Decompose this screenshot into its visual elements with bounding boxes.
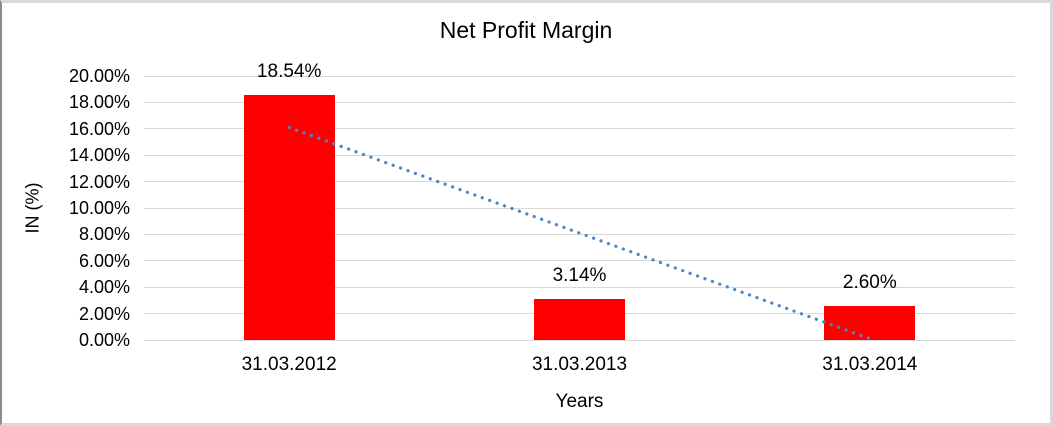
y-tick-label: 14.00% <box>68 145 130 166</box>
y-tick-label: 4.00% <box>78 277 130 298</box>
y-tick-label: 10.00% <box>68 198 130 218</box>
x-axis-title: Years <box>555 391 604 412</box>
x-tick-label: 31.03.2013 <box>531 354 628 375</box>
bar-data-label: 3.14% <box>552 264 607 286</box>
x-tick-label: 31.03.2014 <box>822 354 918 375</box>
x-tick-label: 31.03.2012 <box>241 354 337 375</box>
gridline <box>144 101 1015 103</box>
y-tick-label: 8.00% <box>78 224 130 245</box>
chart-title: Net Profit Margin <box>439 17 613 43</box>
bar <box>824 305 916 340</box>
bar-data-label: 18.54% <box>256 61 322 83</box>
y-tick-label: 0.00% <box>78 330 130 350</box>
y-tick-label: 18.00% <box>68 92 130 113</box>
bar-data-label: 2.60% <box>842 271 897 293</box>
y-tick-label: 20.00% <box>68 66 130 86</box>
y-tick-label: 2.00% <box>78 303 130 324</box>
y-tick-label: 16.00% <box>68 118 130 139</box>
plot-area: 18.54% 3.14% 2.60% <box>144 61 1015 341</box>
bar <box>534 298 625 340</box>
gridline <box>144 75 1015 77</box>
bar <box>243 95 335 340</box>
y-tick-label: 12.00% <box>68 171 130 192</box>
y-tick-label: 6.00% <box>78 250 130 271</box>
